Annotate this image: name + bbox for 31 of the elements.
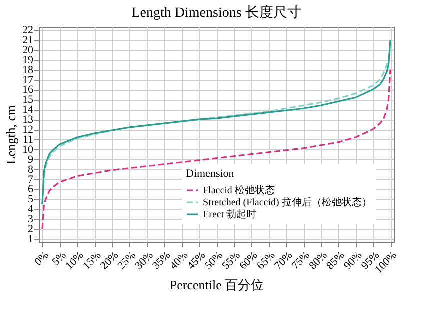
y-tick-label: 19 xyxy=(22,54,34,66)
y-tick-label: 21 xyxy=(22,34,34,46)
line-series xyxy=(42,69,392,230)
legend-label: Flaccid 松弛状态 xyxy=(203,184,275,196)
y-tick-label: 1 xyxy=(28,234,34,246)
y-tick-label: 2 xyxy=(28,224,34,236)
y-tick-label: 16 xyxy=(22,84,34,96)
y-tick-label: 18 xyxy=(22,64,34,76)
y-tick-label: 17 xyxy=(22,74,34,86)
y-tick-label: 22 xyxy=(22,24,34,36)
y-tick-label: 10 xyxy=(22,144,34,156)
y-tick-label: 6 xyxy=(28,184,34,196)
y-tick-label: 5 xyxy=(28,194,34,206)
y-tick-label: 3 xyxy=(28,214,34,226)
y-axis-title: Length, cm xyxy=(4,105,18,165)
y-tick-label: 9 xyxy=(28,154,34,166)
legend-label: Stretched (Flaccid) 拉伸后（松弛状态） xyxy=(203,196,372,208)
y-tick-label: 11 xyxy=(22,134,34,146)
y-tick-label: 8 xyxy=(28,164,34,176)
y-tick-label: 14 xyxy=(22,104,34,116)
y-tick-label: 15 xyxy=(22,94,34,106)
y-tick-label: 7 xyxy=(28,174,34,186)
legend-label: Erect 勃起时 xyxy=(203,208,257,220)
y-tick-label: 20 xyxy=(22,44,34,56)
legend-title: Dimension xyxy=(186,168,235,180)
y-tick-label: 4 xyxy=(28,204,34,216)
chart-title: Length Dimensions 长度尺寸 xyxy=(132,4,302,21)
y-tick-label: 12 xyxy=(22,124,34,136)
x-axis-title: Percentile 百分位 xyxy=(170,277,264,292)
x-tick-label: 0% xyxy=(32,250,52,268)
y-tick-label: 13 xyxy=(22,114,34,126)
